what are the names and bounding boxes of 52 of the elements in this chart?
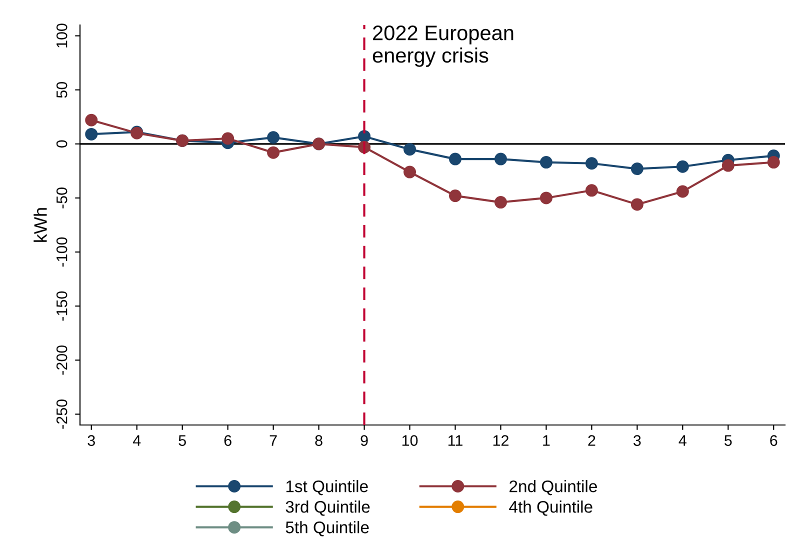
point bbox=[404, 166, 416, 178]
point bbox=[85, 128, 98, 140]
point bbox=[404, 143, 416, 156]
point bbox=[540, 156, 552, 169]
legend-label: 4th Quintile bbox=[509, 500, 592, 516]
point bbox=[767, 156, 780, 169]
point bbox=[585, 157, 598, 170]
y-tick-label: 0 bbox=[56, 140, 68, 148]
point bbox=[676, 185, 689, 198]
point bbox=[494, 152, 507, 166]
x-tick-label: 1 bbox=[543, 435, 550, 446]
point bbox=[540, 192, 552, 204]
point bbox=[267, 146, 280, 159]
point bbox=[585, 184, 598, 197]
x-tick-label: 12 bbox=[493, 435, 508, 446]
point bbox=[630, 162, 644, 176]
x-tick-label: 9 bbox=[360, 435, 368, 446]
x-tick-label: 4 bbox=[132, 435, 141, 446]
x-tick-label: 5 bbox=[178, 435, 186, 446]
point bbox=[448, 152, 462, 166]
y-tick-label: -100 bbox=[56, 237, 68, 267]
y-tick-label: -200 bbox=[56, 345, 68, 375]
legend-label: 3rd Quintile bbox=[286, 500, 370, 516]
x-tick-label: 10 bbox=[402, 435, 418, 446]
x-tick-label: 7 bbox=[270, 435, 277, 446]
y-tick-label: 100 bbox=[56, 24, 68, 48]
y-tick-label: -150 bbox=[56, 291, 68, 321]
x-tick-label: 5 bbox=[724, 435, 732, 446]
x-tick-label: 8 bbox=[315, 435, 322, 446]
y-axis-title: kWh bbox=[34, 208, 47, 242]
point bbox=[222, 132, 234, 145]
y-tick-label: -50 bbox=[56, 188, 68, 208]
x-tick-label: 2 bbox=[588, 435, 596, 446]
point bbox=[494, 196, 507, 209]
x-tick-label: 11 bbox=[448, 435, 462, 446]
y-tick-label: -250 bbox=[56, 399, 68, 429]
point bbox=[630, 198, 644, 211]
y-tick-label: 50 bbox=[56, 82, 68, 98]
legend-label: 5th Quintile bbox=[286, 521, 369, 536]
point bbox=[267, 131, 280, 144]
x-tick-label: 3 bbox=[634, 435, 641, 446]
ref-line-label: 2022 European energy crisis bbox=[372, 26, 514, 67]
x-tick-label: 4 bbox=[678, 435, 686, 446]
point bbox=[676, 160, 689, 173]
point bbox=[448, 190, 462, 202]
point bbox=[85, 114, 98, 126]
x-tick-label: 6 bbox=[224, 435, 232, 446]
legend-label: 2nd Quintile bbox=[510, 480, 597, 496]
x-tick-label: 6 bbox=[770, 435, 778, 446]
x-tick-label: 3 bbox=[88, 435, 95, 446]
point bbox=[722, 159, 734, 172]
legend-label: 1st Quintile bbox=[286, 480, 368, 496]
